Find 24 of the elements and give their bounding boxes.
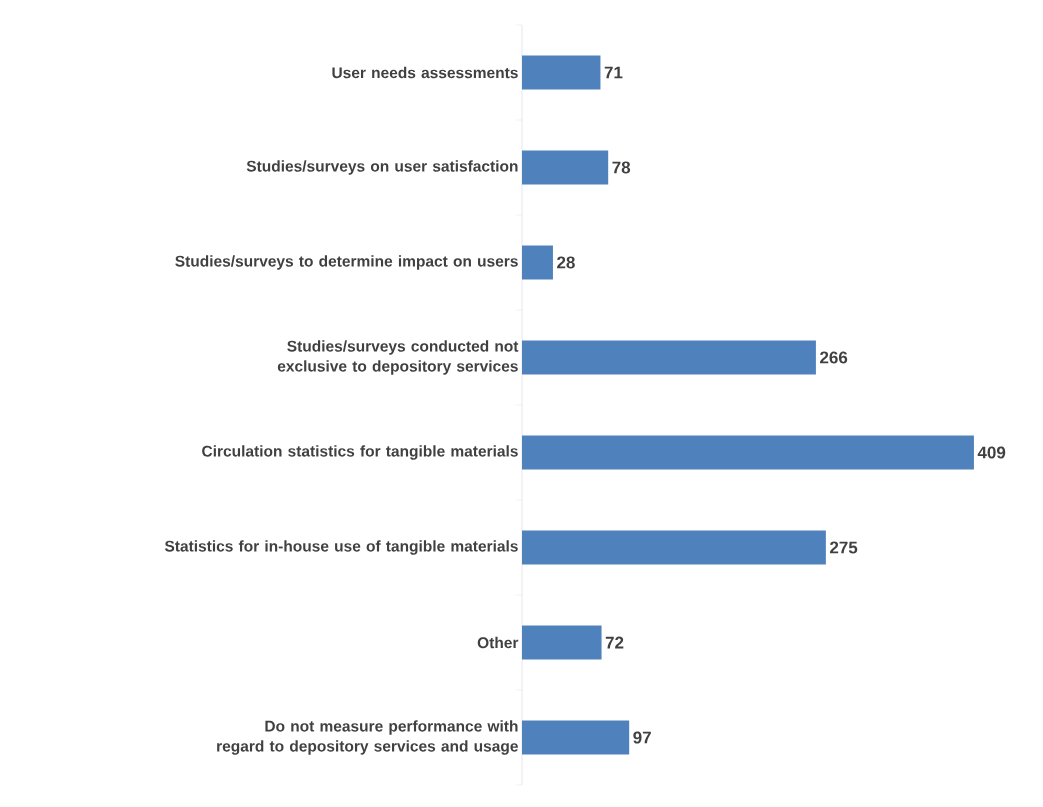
y-tick-label: Studies/surveys to determine impact on users	[175, 255, 518, 270]
bar	[522, 55, 601, 90]
y-tick-label: Studies/surveys on user satisfaction	[246, 160, 518, 175]
y-tick-label: Do not measure performance with regard to depository services and usage	[217, 720, 518, 755]
bar	[522, 625, 602, 660]
data-label: 97	[633, 731, 651, 744]
data-label: 71	[604, 66, 623, 79]
y-tick-label: Other	[477, 636, 519, 649]
data-label: 78	[612, 161, 631, 174]
data-label: 409	[977, 446, 1006, 459]
data-label: 275	[829, 541, 858, 554]
bar	[522, 245, 553, 280]
data-label: 28	[557, 256, 575, 269]
data-label: 72	[605, 636, 624, 649]
bar	[522, 530, 826, 565]
data-label: 266	[820, 351, 848, 364]
bar	[522, 435, 974, 470]
y-tick-label: User needs assessments	[332, 66, 518, 79]
bar	[522, 150, 609, 185]
y-tick-label: Statistics for in-house use of tangible materials	[164, 540, 518, 555]
y-tick-label: Studies/surveys conducted not exclusive to depository services	[277, 340, 519, 375]
bar	[522, 720, 630, 755]
y-tick-label: Circulation statistics for tangible materials	[202, 445, 518, 460]
bar	[522, 340, 816, 375]
